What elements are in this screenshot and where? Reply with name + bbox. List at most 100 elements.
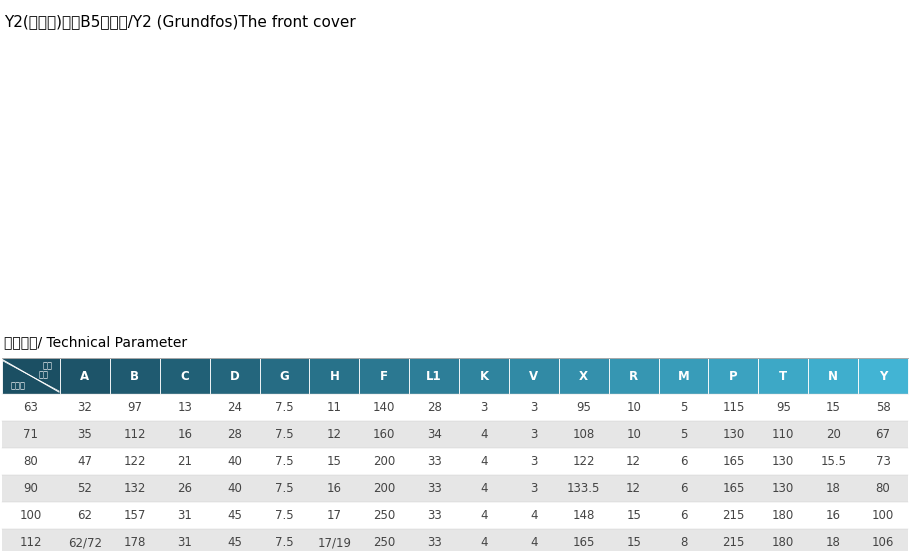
Text: 250: 250 bbox=[373, 536, 395, 549]
Text: 122: 122 bbox=[124, 455, 147, 468]
Text: T: T bbox=[779, 370, 787, 382]
Bar bbox=[709, 358, 758, 394]
Text: 112: 112 bbox=[124, 428, 147, 441]
Bar bbox=[559, 358, 609, 394]
Text: 4: 4 bbox=[480, 482, 488, 495]
Bar bbox=[2, 475, 908, 502]
Text: 10: 10 bbox=[626, 428, 641, 441]
Text: 80: 80 bbox=[875, 482, 890, 495]
Text: 148: 148 bbox=[572, 509, 595, 522]
Text: 122: 122 bbox=[572, 455, 595, 468]
Text: 32: 32 bbox=[77, 401, 93, 414]
Text: 35: 35 bbox=[77, 428, 92, 441]
Bar bbox=[359, 358, 410, 394]
Text: 80: 80 bbox=[24, 455, 38, 468]
Bar bbox=[160, 358, 209, 394]
Bar bbox=[2, 421, 908, 448]
Text: 7.5: 7.5 bbox=[275, 536, 294, 549]
Text: 95: 95 bbox=[776, 401, 791, 414]
Text: 178: 178 bbox=[124, 536, 146, 549]
Text: 4: 4 bbox=[480, 455, 488, 468]
Text: 18: 18 bbox=[825, 536, 841, 549]
Text: 33: 33 bbox=[427, 509, 441, 522]
Text: A: A bbox=[80, 370, 89, 382]
Text: 62/72: 62/72 bbox=[68, 536, 102, 549]
Bar bbox=[2, 394, 908, 421]
Text: 机座号: 机座号 bbox=[11, 382, 25, 391]
Text: 3: 3 bbox=[480, 401, 488, 414]
Text: G: G bbox=[279, 370, 289, 382]
Text: N: N bbox=[828, 370, 838, 382]
Text: 28: 28 bbox=[228, 428, 242, 441]
Text: M: M bbox=[678, 370, 690, 382]
Text: 157: 157 bbox=[124, 509, 146, 522]
Text: 7.5: 7.5 bbox=[275, 509, 294, 522]
Bar bbox=[659, 358, 709, 394]
Text: 200: 200 bbox=[373, 482, 395, 495]
Text: 45: 45 bbox=[228, 509, 242, 522]
Bar bbox=[459, 358, 509, 394]
Text: 16: 16 bbox=[825, 509, 841, 522]
Text: 8: 8 bbox=[680, 536, 687, 549]
Text: 7.5: 7.5 bbox=[275, 401, 294, 414]
Text: 5: 5 bbox=[680, 428, 687, 441]
Bar bbox=[808, 358, 858, 394]
Text: 3: 3 bbox=[531, 401, 538, 414]
Text: 165: 165 bbox=[572, 536, 595, 549]
Text: 180: 180 bbox=[773, 509, 794, 522]
Text: 215: 215 bbox=[723, 536, 744, 549]
Text: R: R bbox=[629, 370, 638, 382]
Bar bbox=[410, 358, 459, 394]
Text: 15: 15 bbox=[825, 401, 841, 414]
Text: D: D bbox=[229, 370, 239, 382]
Text: 62: 62 bbox=[77, 509, 93, 522]
Text: 5: 5 bbox=[680, 401, 687, 414]
Text: 33: 33 bbox=[427, 455, 441, 468]
Text: 58: 58 bbox=[875, 401, 890, 414]
Text: 165: 165 bbox=[723, 482, 744, 495]
Text: 18: 18 bbox=[825, 482, 841, 495]
Text: 7.5: 7.5 bbox=[275, 428, 294, 441]
Text: K: K bbox=[480, 370, 489, 382]
Text: 180: 180 bbox=[773, 536, 794, 549]
Text: 31: 31 bbox=[177, 536, 192, 549]
Bar bbox=[259, 358, 309, 394]
Text: P: P bbox=[729, 370, 738, 382]
Text: 4: 4 bbox=[531, 509, 538, 522]
Text: 31: 31 bbox=[177, 509, 192, 522]
Text: 12: 12 bbox=[626, 455, 642, 468]
Text: 26: 26 bbox=[177, 482, 192, 495]
Bar bbox=[509, 358, 559, 394]
Text: X: X bbox=[580, 370, 588, 382]
Text: 40: 40 bbox=[228, 455, 242, 468]
Text: 33: 33 bbox=[427, 536, 441, 549]
Text: 15: 15 bbox=[327, 455, 342, 468]
Text: 33: 33 bbox=[427, 482, 441, 495]
Text: C: C bbox=[180, 370, 189, 382]
Text: 17/19: 17/19 bbox=[318, 536, 351, 549]
Text: 250: 250 bbox=[373, 509, 395, 522]
Bar bbox=[2, 448, 908, 475]
Text: 15: 15 bbox=[626, 536, 641, 549]
Text: 200: 200 bbox=[373, 455, 395, 468]
Text: Y: Y bbox=[879, 370, 887, 382]
Text: 133.5: 133.5 bbox=[567, 482, 601, 495]
Text: 140: 140 bbox=[373, 401, 396, 414]
Bar bbox=[2, 529, 908, 551]
Text: 67: 67 bbox=[875, 428, 891, 441]
Text: 130: 130 bbox=[773, 482, 794, 495]
Text: 47: 47 bbox=[77, 455, 93, 468]
Text: 尺寸: 尺寸 bbox=[39, 371, 49, 380]
Bar bbox=[2, 358, 60, 394]
Text: 12: 12 bbox=[626, 482, 642, 495]
Text: B: B bbox=[130, 370, 139, 382]
Text: 21: 21 bbox=[177, 455, 192, 468]
Text: 97: 97 bbox=[127, 401, 142, 414]
Text: 4: 4 bbox=[480, 428, 488, 441]
Text: 技术参数/ Technical Parameter: 技术参数/ Technical Parameter bbox=[4, 335, 187, 349]
Bar bbox=[609, 358, 659, 394]
Text: 100: 100 bbox=[872, 509, 895, 522]
Text: 90: 90 bbox=[24, 482, 38, 495]
Text: 115: 115 bbox=[723, 401, 744, 414]
Text: 4: 4 bbox=[480, 509, 488, 522]
